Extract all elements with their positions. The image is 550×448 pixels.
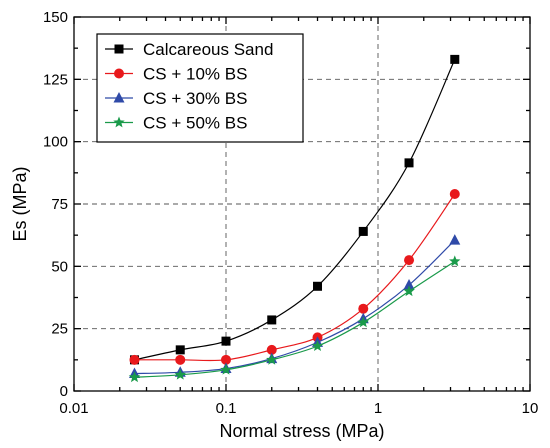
series-line bbox=[134, 193, 456, 362]
data-point bbox=[449, 189, 460, 200]
data-point bbox=[266, 344, 277, 355]
y-axis-title: Es (MPa) bbox=[10, 166, 30, 241]
series-2 bbox=[129, 189, 460, 365]
legend: Calcareous Sand CS + 10% BS CS + 30% BS CS … bbox=[96, 33, 304, 143]
y-tick-label: 100 bbox=[43, 134, 68, 151]
y-tick-labels: 0 25 50 75 100 125 150 bbox=[43, 9, 68, 400]
legend-marker bbox=[113, 116, 125, 128]
data-point bbox=[449, 255, 461, 267]
data-point bbox=[403, 285, 415, 297]
legend-label: CS + 10% BS bbox=[143, 65, 247, 84]
y-tick-label: 150 bbox=[43, 9, 68, 26]
data-point bbox=[311, 340, 324, 351]
legend-marker bbox=[114, 44, 124, 54]
data-point bbox=[267, 315, 277, 325]
x-axis-title: Normal stress (MPa) bbox=[219, 421, 384, 441]
legend-box bbox=[96, 33, 304, 143]
series-4 bbox=[128, 255, 461, 383]
y-tick-label: 50 bbox=[51, 258, 68, 275]
y-tick-label: 75 bbox=[51, 196, 68, 213]
data-point bbox=[404, 255, 415, 266]
x-tick-label: 0.01 bbox=[59, 400, 88, 417]
legend-label: Calcareous Sand bbox=[143, 40, 273, 59]
data-point bbox=[449, 234, 461, 245]
data-point bbox=[266, 353, 278, 365]
data-point bbox=[403, 279, 415, 290]
y-tick-label: 25 bbox=[51, 321, 68, 338]
data-point bbox=[357, 316, 369, 328]
data-point bbox=[221, 336, 231, 346]
data-point bbox=[221, 354, 231, 365]
x-tick-label: 10 bbox=[522, 400, 539, 417]
x-tick-label: 0.1 bbox=[216, 400, 237, 417]
data-point bbox=[404, 158, 414, 168]
data-point bbox=[175, 345, 185, 355]
legend-label: CS + 30% BS bbox=[143, 89, 247, 108]
y-tick-label: 125 bbox=[43, 71, 68, 88]
data-point bbox=[450, 54, 460, 64]
data-point bbox=[220, 363, 232, 375]
x-tick-labels: 0.01 0.1 1 10 bbox=[59, 400, 538, 417]
legend-item-4: CS + 50% BS bbox=[105, 114, 247, 133]
x-tick-label: 1 bbox=[374, 400, 382, 417]
data-point bbox=[313, 281, 323, 291]
data-point bbox=[174, 368, 186, 380]
series-layer bbox=[128, 54, 461, 383]
data-point bbox=[358, 226, 368, 236]
legend-item-2: CS + 10% BS bbox=[105, 65, 247, 84]
legend-item-3: CS + 30% BS bbox=[105, 89, 247, 108]
data-point bbox=[358, 303, 369, 314]
axis-ticks bbox=[73, 16, 531, 392]
legend-marker bbox=[113, 92, 125, 103]
data-point bbox=[128, 371, 141, 383]
y-tick-label: 0 bbox=[60, 383, 68, 400]
legend-marker bbox=[114, 68, 124, 79]
data-point bbox=[175, 354, 186, 365]
data-point bbox=[129, 354, 140, 365]
legend-item-1: Calcareous Sand bbox=[105, 40, 273, 59]
legend-label: CS + 50% BS bbox=[143, 114, 247, 133]
